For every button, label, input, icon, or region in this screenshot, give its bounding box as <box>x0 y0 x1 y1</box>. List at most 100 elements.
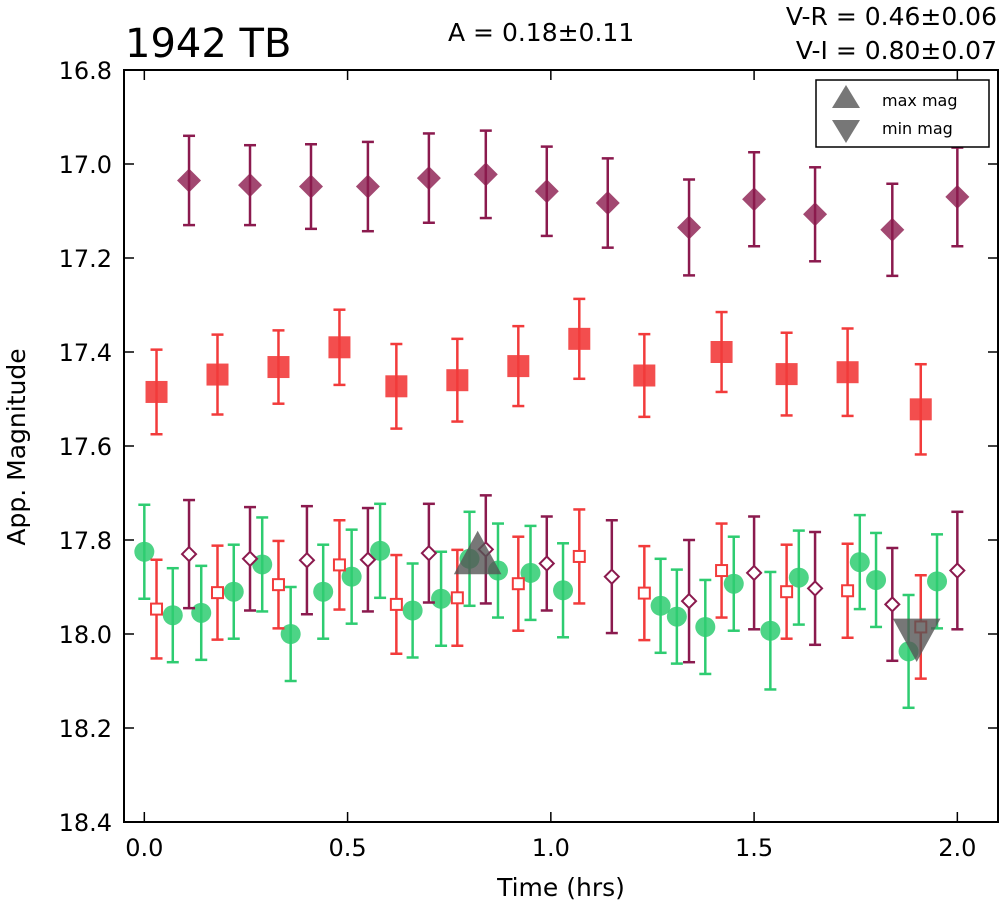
open-diamond-point <box>680 592 698 610</box>
circle-point <box>650 595 671 616</box>
series-group <box>150 508 928 680</box>
open-diamond-point <box>603 568 621 586</box>
diamond-point <box>416 166 441 191</box>
data-marks <box>134 129 970 710</box>
circle-point <box>849 552 870 573</box>
y-tick-label: 17.2 <box>59 245 112 273</box>
square-point <box>267 356 290 379</box>
open-diamond-point <box>538 555 556 572</box>
open-diamond-point <box>298 551 316 569</box>
circle-point <box>402 600 423 621</box>
circle-point <box>191 602 212 623</box>
circle-point <box>520 562 541 583</box>
circle-point <box>162 605 183 626</box>
y-tick-label: 18.2 <box>59 715 112 743</box>
diamond-point <box>880 217 905 242</box>
open-square-point <box>511 577 525 591</box>
open-square-point <box>150 602 164 616</box>
open-square-point <box>715 564 729 578</box>
circle-point <box>695 616 716 637</box>
open-square-point <box>271 578 285 592</box>
square-point <box>909 398 932 421</box>
open-square-point <box>389 597 403 611</box>
diamond-point <box>298 174 323 199</box>
y-tick-label: 18.4 <box>59 809 112 837</box>
y-tick-label: 17.4 <box>59 339 112 367</box>
y-tick-label: 18.0 <box>59 621 112 649</box>
circle-point <box>431 588 452 609</box>
x-tick-label: 1.5 <box>735 834 773 862</box>
v-r-annotation: V-R = 0.46±0.06 <box>786 2 997 31</box>
series-group <box>145 297 932 456</box>
diamond-point <box>177 168 202 193</box>
square-point <box>328 336 351 359</box>
square-point <box>710 341 733 363</box>
open-square-point <box>450 591 464 605</box>
x-tick-label: 0.0 <box>125 834 163 862</box>
x-tick-label: 0.5 <box>328 834 366 862</box>
circle-point <box>666 606 687 627</box>
circle-point <box>788 567 809 588</box>
y-axis-label: App. Magnitude <box>2 348 31 545</box>
open-square-point <box>780 585 794 599</box>
square-point <box>633 364 656 387</box>
open-diamond-point <box>883 595 901 613</box>
max-mag-marker <box>453 530 502 575</box>
y-tick-label: 17.6 <box>59 433 112 461</box>
y-tick-label: 17.0 <box>59 151 112 179</box>
open-square-point <box>332 558 346 572</box>
open-diamond-point <box>948 562 966 579</box>
open-square-point <box>572 549 586 563</box>
open-square-point <box>210 586 224 600</box>
legend: max mag min mag <box>815 79 990 148</box>
diamond-point <box>238 173 263 198</box>
circle-point <box>866 569 887 590</box>
diamond-point <box>355 174 380 199</box>
circle-point <box>723 573 744 594</box>
open-diamond-point <box>180 545 198 563</box>
x-tick-label: 2.0 <box>938 834 976 862</box>
circle-point <box>341 566 362 587</box>
circle-point <box>370 540 391 561</box>
square-point <box>775 363 798 386</box>
legend-label: min mag <box>882 119 953 138</box>
diamond-point <box>803 202 828 227</box>
diamond-point <box>595 191 620 216</box>
extrema-markers <box>453 530 941 662</box>
x-axis-label: Time (hrs) <box>496 873 625 902</box>
open-diamond-point <box>745 564 763 582</box>
diamond-point <box>742 187 767 212</box>
open-diamond-point <box>359 551 377 569</box>
open-square-point <box>637 586 651 600</box>
min-mag-marker <box>892 618 941 662</box>
circle-point <box>223 581 244 602</box>
v-i-annotation: V-I = 0.80±0.07 <box>796 36 997 65</box>
chart-title: 1942 TB <box>125 21 291 67</box>
square-point <box>446 369 469 392</box>
square-point <box>206 363 229 386</box>
circle-point <box>313 581 334 602</box>
diamond-point <box>677 215 702 240</box>
square-point <box>836 361 859 384</box>
series-group <box>177 129 970 278</box>
y-tick-label: 17.8 <box>59 527 112 555</box>
diamond-point <box>473 162 498 187</box>
square-point <box>145 380 168 403</box>
x-tick-label: 1.0 <box>532 834 570 862</box>
circle-point <box>927 571 948 592</box>
y-tick-label: 16.8 <box>59 57 112 85</box>
open-diamond-point <box>420 544 438 562</box>
circle-point <box>280 624 301 644</box>
legend-max-mag-icon <box>832 85 860 108</box>
circle-point <box>553 580 574 601</box>
diamond-point <box>945 184 970 209</box>
open-diamond-point <box>241 550 259 568</box>
square-point <box>385 375 408 398</box>
square-point <box>507 355 530 378</box>
diamond-point <box>534 179 559 204</box>
open-diamond-point <box>806 579 824 597</box>
legend-label: max mag <box>882 91 958 110</box>
amplitude-annotation: A = 0.18±0.11 <box>448 18 634 47</box>
